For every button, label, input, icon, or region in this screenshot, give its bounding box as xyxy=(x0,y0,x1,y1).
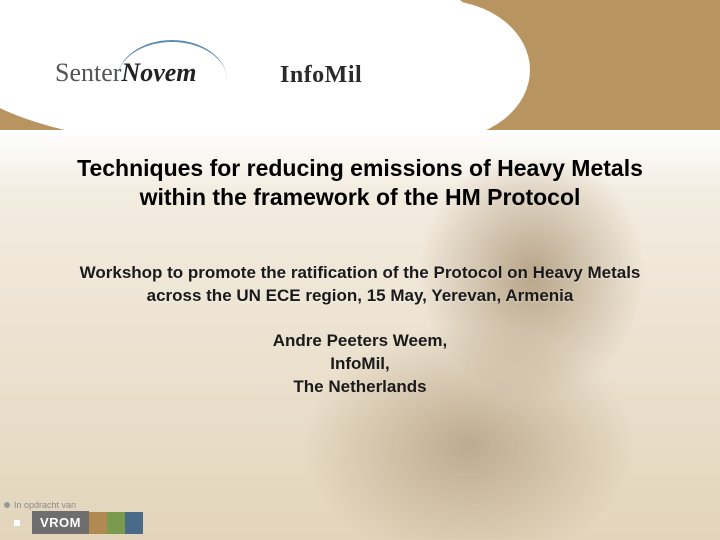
footer: In opdracht van VROM xyxy=(0,490,720,540)
vrom-square-1 xyxy=(89,512,107,534)
senternovem-text-1: Senter xyxy=(55,58,121,87)
author-block: Andre Peeters Weem, InfoMil, The Netherl… xyxy=(0,330,720,399)
vrom-text: VROM xyxy=(32,511,89,534)
vrom-square-2 xyxy=(107,512,125,534)
title-line-2: within the framework of the HM Protocol xyxy=(50,183,670,212)
senternovem-logo: SenterNovem xyxy=(55,58,197,88)
footer-tag: In opdracht van xyxy=(14,500,76,510)
vrom-square-3 xyxy=(125,512,143,534)
title-line-1: Techniques for reducing emissions of Hea… xyxy=(50,154,670,183)
author-line-3: The Netherlands xyxy=(0,376,720,399)
header-band: SenterNovem InfoMil xyxy=(0,0,720,130)
infomil-logo: InfoMil xyxy=(280,62,362,89)
author-line-1: Andre Peeters Weem, xyxy=(0,330,720,353)
body-area: Techniques for reducing emissions of Hea… xyxy=(0,130,720,540)
footer-bullet-icon xyxy=(4,502,10,508)
subtitle-line-2: across the UN ECE region, 15 May, Yereva… xyxy=(60,285,660,308)
vrom-logo: VROM xyxy=(32,511,143,534)
slide-subtitle: Workshop to promote the ratification of … xyxy=(0,262,720,308)
footer-white-dot-icon xyxy=(14,520,20,526)
subtitle-line-1: Workshop to promote the ratification of … xyxy=(60,262,660,285)
author-line-2: InfoMil, xyxy=(0,353,720,376)
slide: SenterNovem InfoMil Techniques for reduc… xyxy=(0,0,720,540)
slide-title: Techniques for reducing emissions of Hea… xyxy=(0,154,720,212)
